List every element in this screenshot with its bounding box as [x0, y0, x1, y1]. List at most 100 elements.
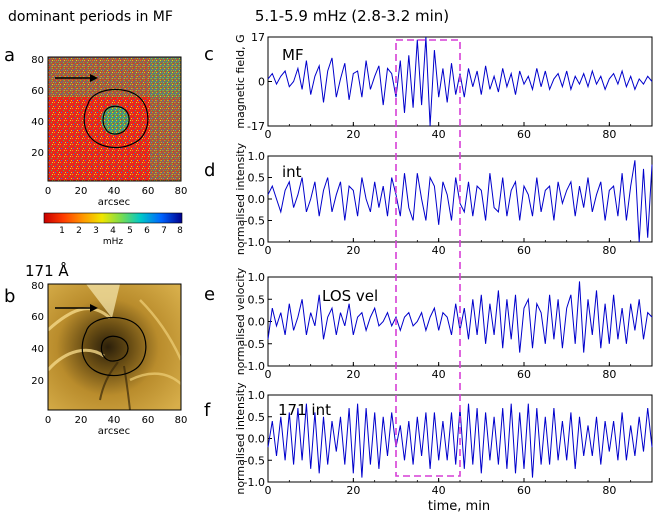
x-tick-label: 20 — [346, 244, 360, 257]
panel-letter-d: d — [204, 160, 215, 181]
panel-a-xtick: 80 — [175, 186, 188, 197]
colorbar-ticks: 1 2 3 4 5 6 7 8 — [59, 226, 183, 236]
panel-b-xtick: 20 — [75, 415, 88, 426]
x-tick-label: 80 — [602, 128, 616, 141]
series-label-d: int — [282, 163, 302, 181]
panel-b-yticks: 20 40 60 80 — [31, 281, 44, 387]
colorbar-tick: 3 — [93, 226, 99, 236]
highlight-interval-box — [395, 39, 461, 477]
panel-b-xticks: 0 20 40 60 80 — [45, 415, 188, 426]
x-tick-label: 40 — [432, 128, 446, 141]
panel-a-xtick: 60 — [142, 186, 155, 197]
series-line-d — [267, 160, 653, 243]
y-axis-label: normalised velocity — [234, 267, 247, 375]
period-map-core — [101, 105, 129, 135]
panel-b-frame — [47, 283, 182, 411]
series-label-c: MF — [282, 46, 304, 64]
y-tick-label: 17 — [251, 31, 265, 44]
panel-letter-e: e — [204, 284, 215, 305]
x-tick-label: 40 — [432, 368, 446, 381]
panel-a-xtick: 0 — [45, 186, 51, 197]
panel-b-xtick: 0 — [45, 415, 51, 426]
penumbra-contour — [83, 88, 149, 149]
panel-a-letter: a — [4, 45, 15, 66]
y-tick-label: 0.0 — [248, 316, 266, 329]
y-axis-label: magnetic field, G — [234, 34, 247, 128]
euv-loops-right — [129, 299, 181, 385]
panel-b-xlabel: arcsec — [98, 426, 130, 437]
colorbar-tick: 8 — [177, 226, 183, 236]
panel-b-xtick: 60 — [142, 415, 155, 426]
panel-b-xtick: 40 — [108, 415, 121, 426]
y-tick-label: 0.5 — [248, 411, 266, 424]
period-map-noise-right — [150, 57, 181, 181]
series-label-e: LOS vel — [322, 287, 378, 305]
panel-b-ytick: 80 — [31, 281, 44, 292]
penumbra-contour-b — [81, 316, 147, 377]
umbra-contour-b — [100, 335, 129, 362]
colorbar-tick: 1 — [59, 226, 65, 236]
panel-b-ytick: 20 — [31, 376, 44, 387]
panel-a-yticks: 20 40 60 80 — [31, 55, 44, 159]
colorbar-tick: 6 — [144, 226, 150, 236]
panel-a-ytick: 20 — [31, 148, 44, 159]
y-axis-label: normalised intensity — [234, 382, 247, 495]
right-title: 5.1-5.9 mHz (2.8-3.2 min) — [255, 7, 449, 25]
y-tick-label: -1.0 — [244, 476, 265, 489]
colorbar-tick: 7 — [161, 226, 167, 236]
umbra-contour — [102, 105, 130, 135]
y-tick-label: 1.0 — [248, 271, 266, 284]
y-tick-label: 0.5 — [248, 172, 266, 185]
x-tick-label: 80 — [602, 368, 616, 381]
euv-loops-left — [48, 307, 112, 372]
x-tick-label: 0 — [265, 128, 272, 141]
colorbar-tick: 4 — [110, 226, 116, 236]
panel-b-title: 171 Å — [25, 261, 69, 280]
x-tick-label: 40 — [432, 244, 446, 257]
panel-b-ytick: 60 — [31, 312, 44, 323]
arrow-b-head — [90, 304, 98, 312]
panel-a-xtick: 40 — [108, 186, 121, 197]
x-tick-label: 60 — [517, 128, 531, 141]
panel-b-letter: b — [4, 286, 15, 307]
panel-a-xtick: 20 — [75, 186, 88, 197]
colorbar-label: mHz — [103, 237, 124, 247]
x-tick-label: 20 — [346, 484, 360, 497]
panel-b-xtick: 80 — [175, 415, 188, 426]
euv-fan-bright — [86, 284, 120, 318]
x-tick-label: 20 — [346, 128, 360, 141]
euv-dark-lanes — [99, 361, 131, 410]
panel-a-xticks: 0 20 40 60 80 — [45, 186, 188, 197]
panel-a-ytick: 60 — [31, 86, 44, 97]
series-label-f: 171 int — [278, 401, 331, 419]
y-tick-label: -1.0 — [244, 360, 265, 373]
y-tick-label: -17 — [247, 120, 265, 133]
y-tick-label: 0.0 — [248, 433, 266, 446]
x-tick-label: 0 — [265, 244, 272, 257]
x-tick-label: 20 — [346, 368, 360, 381]
x-tick-label: 60 — [517, 484, 531, 497]
y-tick-label: 0.5 — [248, 293, 266, 306]
panel-b: b 171 Å 20 40 60 80 0 20 40 60 80 arcsec — [4, 261, 187, 437]
x-tick-label: 80 — [602, 244, 616, 257]
arrow-a-head — [90, 74, 98, 82]
panel-a-ytick: 80 — [31, 55, 44, 66]
colorbar — [43, 212, 183, 224]
left-title: dominant periods in MF — [8, 9, 173, 25]
x-tick-label: 80 — [602, 484, 616, 497]
x-tick-label: 0 — [265, 368, 272, 381]
y-tick-label: -1.0 — [244, 236, 265, 249]
panel-b-ytick: 40 — [31, 344, 44, 355]
y-axis-label: normalised intensity — [234, 142, 247, 255]
y-tick-label: 1.0 — [248, 150, 266, 163]
x-tick-label: 60 — [517, 244, 531, 257]
series-line-c — [267, 36, 653, 127]
panel-a-frame — [47, 56, 182, 182]
colorbar-tick: 5 — [127, 226, 133, 236]
y-tick-label: 0.0 — [248, 193, 266, 206]
panel-letter-f: f — [204, 400, 211, 421]
